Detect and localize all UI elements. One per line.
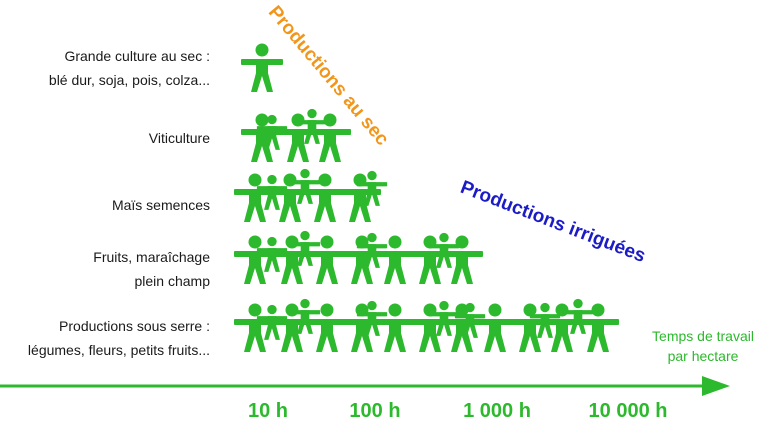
person-icon	[374, 235, 416, 284]
category-line: légumes, fleurs, petits fruits...	[27, 342, 210, 358]
category-label-greenhouse: Productions sous serre : légumes, fleurs…	[28, 314, 210, 362]
axis-label-line: Temps de travail	[652, 328, 754, 344]
tick-100h: 100 h	[349, 400, 401, 422]
category-line: Viticulture	[148, 130, 210, 146]
people-row	[234, 298, 619, 352]
people-row	[234, 168, 388, 222]
category-label-seed-maize: Maïs semences	[112, 193, 210, 217]
person-icon	[409, 235, 451, 284]
axis-label: Temps de travail par hectare	[648, 326, 758, 366]
person-icon	[409, 303, 451, 352]
category-label-viticulture: Viticulture	[149, 126, 210, 150]
person-icon	[241, 43, 283, 92]
people-row	[234, 230, 483, 284]
category-line: blé dur, soja, pois, colza...	[48, 72, 210, 88]
tick-10000h: 10 000 h	[588, 400, 668, 422]
tick-10h: 10 h	[247, 400, 289, 422]
category-line: Maïs semences	[111, 197, 210, 213]
category-line: Productions sous serre :	[59, 318, 210, 334]
time-axis	[0, 376, 730, 396]
category-label-fruits-vegetables: Fruits, maraîchage plein champ	[93, 245, 210, 293]
people-row	[241, 43, 283, 92]
tick-1000h: 1 000 h	[463, 400, 531, 422]
people-row	[241, 108, 351, 162]
person-icon	[374, 303, 416, 352]
category-label-dry-crops: Grande culture au sec : blé dur, soja, p…	[49, 44, 210, 92]
person-icon	[474, 303, 516, 352]
people-rows	[234, 43, 619, 352]
category-line: Fruits, maraîchage	[93, 249, 210, 265]
category-line: plein champ	[134, 273, 211, 289]
axis-label-line: par hectare	[667, 348, 739, 364]
category-line: Grande culture au sec :	[64, 48, 210, 64]
axis-arrow-icon	[702, 376, 730, 396]
